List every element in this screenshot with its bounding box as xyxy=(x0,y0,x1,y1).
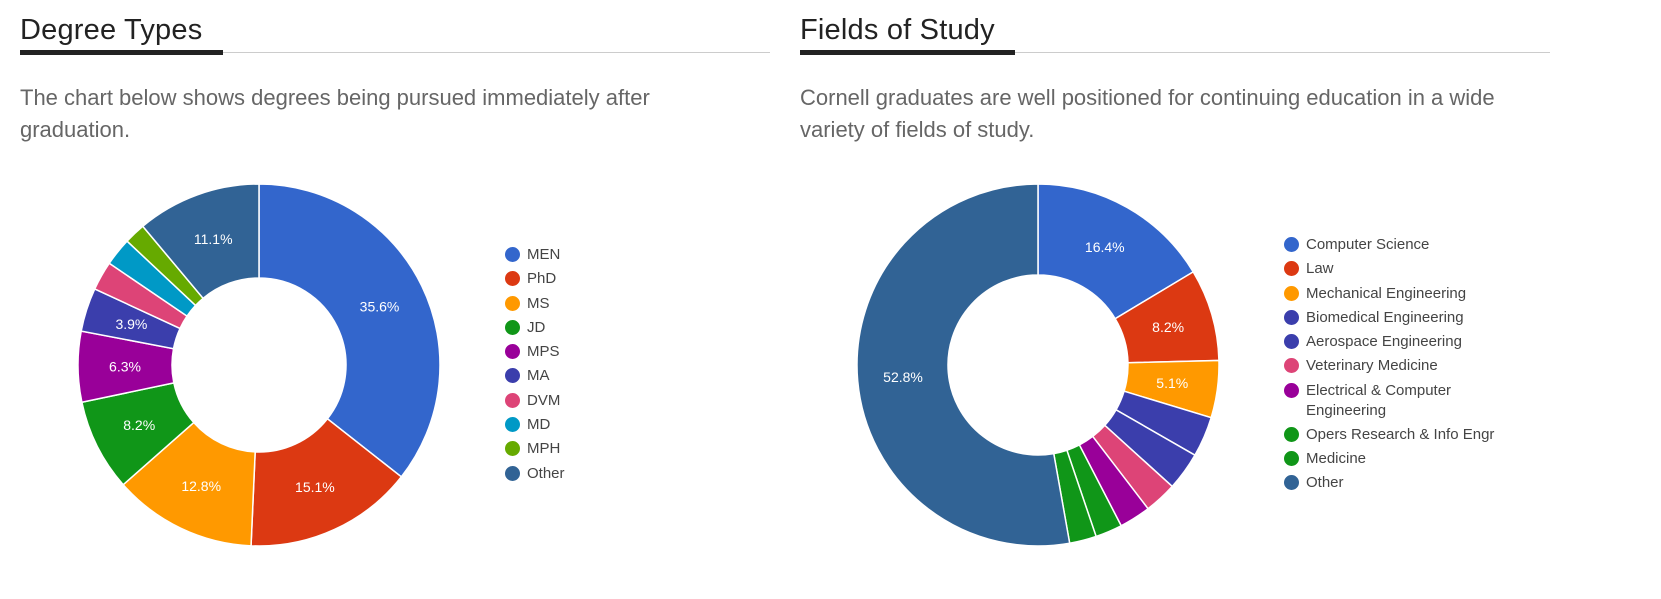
data-label-men: 35.6% xyxy=(360,298,400,314)
legend-swatch-icon xyxy=(505,295,520,311)
slice-other[interactable] xyxy=(141,183,260,300)
legend-swatch-icon xyxy=(1284,358,1299,374)
section-description: The chart below shows degrees being purs… xyxy=(20,85,650,142)
legend-swatch-icon xyxy=(1284,237,1299,252)
legend-swatch-icon xyxy=(505,271,520,287)
legend-item-electrical-and-computer-engineering[interactable]: Electrical & Computer Engineering xyxy=(1284,381,1524,425)
legend-swatch-icon xyxy=(505,417,520,433)
slice-phd[interactable] xyxy=(250,417,403,547)
data-label-phd: 15.1% xyxy=(295,479,335,495)
legend-swatch-icon xyxy=(505,368,520,384)
data-label-ms: 12.8% xyxy=(181,478,221,494)
legend-item-biomedical-engineering[interactable]: Biomedical Engineering xyxy=(1284,308,1524,332)
title-divider xyxy=(20,52,770,53)
legend-swatch-icon xyxy=(1284,285,1299,301)
legend-label: Aerospace Engineering xyxy=(1306,333,1462,351)
legend-label: Other xyxy=(1306,474,1344,492)
legend-swatch-icon xyxy=(1284,475,1299,491)
data-label-law: 8.2% xyxy=(1152,319,1184,335)
legend-item-jd[interactable]: JD xyxy=(505,318,565,342)
legend-label: JD xyxy=(527,318,546,336)
legend-item-dvm[interactable]: DVM xyxy=(505,391,565,415)
legend-item-mph[interactable]: MPH xyxy=(505,439,565,463)
section-description: Cornell graduates are well positioned fo… xyxy=(800,85,1495,142)
title-underline xyxy=(20,50,223,55)
slice-computer-science[interactable] xyxy=(1037,183,1195,320)
data-label-jd: 8.2% xyxy=(123,417,155,433)
legend-item-computer-science[interactable]: Computer Science xyxy=(1284,235,1524,259)
legend-swatch-icon xyxy=(505,392,520,408)
title-underline xyxy=(800,50,1015,55)
legend-swatch-icon xyxy=(505,319,520,335)
legend-swatch-icon xyxy=(505,344,520,360)
legend-label: MPS xyxy=(527,343,560,361)
legend-label: Other xyxy=(527,464,565,482)
legend-swatch-icon xyxy=(1284,261,1299,277)
legend-item-aerospace-engineering[interactable]: Aerospace Engineering xyxy=(1284,332,1524,356)
section-title: Fields of Study xyxy=(800,14,995,46)
legend-label: MD xyxy=(527,416,551,434)
title-divider xyxy=(800,52,1550,53)
legend-label: Law xyxy=(1306,260,1334,278)
legend-label: Mechanical Engineering xyxy=(1306,284,1467,302)
legend-label: MPH xyxy=(527,440,561,458)
fields-of-study-section: Fields of Study Cornell graduates are we… xyxy=(800,0,1550,599)
legend-label: MEN xyxy=(527,246,561,263)
slice-other[interactable] xyxy=(856,183,1071,547)
degree-types-legend: MEN PhD MS JD MPS MA DVM MD MPH Other xyxy=(505,245,565,488)
legend-swatch-icon xyxy=(1284,382,1299,398)
legend-swatch-icon xyxy=(1284,426,1299,442)
data-label-computer-science: 16.4% xyxy=(1085,239,1125,255)
legend-label: DVM xyxy=(527,391,561,409)
legend-swatch-icon xyxy=(505,441,520,457)
legend-item-mechanical-engineering[interactable]: Mechanical Engineering xyxy=(1284,284,1524,308)
degree-types-section: Degree Types The chart below shows degre… xyxy=(20,0,770,599)
legend-item-medicine[interactable]: Medicine xyxy=(1284,449,1524,473)
legend-item-opers-research-and-info-engr[interactable]: Opers Research & Info Engr xyxy=(1284,425,1524,449)
data-label-other: 11.1% xyxy=(194,231,233,247)
data-label-other: 52.8% xyxy=(883,369,923,385)
legend-swatch-icon xyxy=(1284,334,1299,350)
slice-men[interactable] xyxy=(258,183,441,478)
legend-swatch-icon xyxy=(505,247,520,262)
legend-item-law[interactable]: Law xyxy=(1284,259,1524,283)
legend-swatch-icon xyxy=(1284,309,1299,325)
legend-item-phd[interactable]: PhD xyxy=(505,269,565,293)
legend-label: MS xyxy=(527,294,550,312)
fields-of-study-legend: Computer Science Law Mechanical Engineerin… xyxy=(1284,235,1524,498)
legend-item-mps[interactable]: MPS xyxy=(505,342,565,366)
fields-of-study-donut-chart: 16.4% 8.2% 5.1% 52.8% xyxy=(856,183,1220,547)
legend-item-veterinary-medicine[interactable]: Veterinary Medicine xyxy=(1284,356,1524,380)
legend-item-ma[interactable]: MA xyxy=(505,366,565,390)
legend-label: MA xyxy=(527,367,550,385)
legend-swatch-icon xyxy=(505,465,520,481)
legend-item-ms[interactable]: MS xyxy=(505,294,565,318)
data-label-ma: 3.9% xyxy=(115,316,147,332)
legend-item-men[interactable]: MEN xyxy=(505,245,565,269)
data-label-mechanical-engineering: 5.1% xyxy=(1156,375,1188,391)
legend-label: Medicine xyxy=(1306,450,1367,468)
legend-label: Veterinary Medicine xyxy=(1306,357,1438,375)
data-label-mps: 6.3% xyxy=(109,358,141,374)
legend-item-other[interactable]: Other xyxy=(1284,473,1524,497)
legend-label: Opers Research & Info Engr xyxy=(1306,425,1495,443)
legend-label: Electrical & Computer Engineering xyxy=(1306,381,1452,419)
section-title: Degree Types xyxy=(20,14,203,46)
legend-item-md[interactable]: MD xyxy=(505,415,565,439)
legend-label: PhD xyxy=(527,270,557,288)
degree-types-donut-chart: 35.6% 15.1% 12.8% 8.2% 6.3% 3.9% 11.1% xyxy=(77,183,441,547)
legend-label: Biomedical Engineering xyxy=(1306,308,1464,326)
legend-label: Computer Science xyxy=(1306,236,1430,253)
legend-swatch-icon xyxy=(1284,451,1299,467)
legend-item-other[interactable]: Other xyxy=(505,464,565,488)
